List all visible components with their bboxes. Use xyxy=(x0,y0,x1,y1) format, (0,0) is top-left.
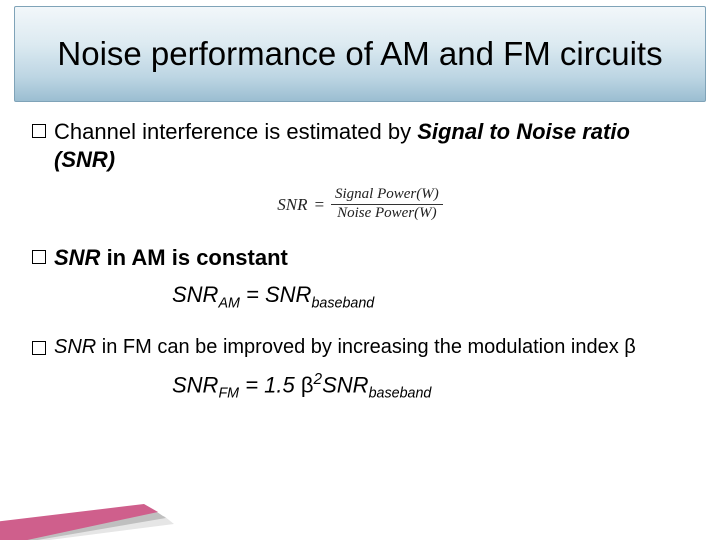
eq1-a: SNR xyxy=(172,282,218,307)
formula-lhs: SNR xyxy=(277,194,307,215)
eq2-mid: = 1.5 xyxy=(239,373,301,398)
b2-rest: in AM is constant xyxy=(100,245,287,270)
eq2-a: SNR xyxy=(172,373,218,398)
bullet-2-text: SNR in AM is constant xyxy=(54,244,688,272)
bullet-1: Channel interference is estimated by Sig… xyxy=(32,118,688,173)
bullet-box-icon xyxy=(32,250,46,264)
b3-sym: β xyxy=(624,336,636,358)
eq2-b: SNR xyxy=(322,373,368,398)
eq2-sym: β xyxy=(301,373,314,398)
bullet-1-text: Channel interference is estimated by Sig… xyxy=(54,118,688,173)
eq1-asub: AM xyxy=(218,295,239,311)
formula-den: Noise Power(W) xyxy=(333,206,441,222)
title-band: Noise performance of AM and FM circuits xyxy=(14,6,706,102)
eq1-mid: = xyxy=(240,282,265,307)
slide-body: Channel interference is estimated by Sig… xyxy=(32,118,688,404)
bullet-box-icon xyxy=(32,341,46,355)
corner-decoration-icon xyxy=(0,502,174,540)
b1-paren: (SNR) xyxy=(54,147,115,172)
b3-snr: SNR xyxy=(54,336,96,358)
bullet-2: SNR in AM is constant xyxy=(32,244,688,272)
eq1-bsub: baseband xyxy=(311,295,374,311)
b1-term: Signal to Noise ratio xyxy=(417,119,630,144)
bullet-box-icon xyxy=(32,124,46,138)
eq2-exp: 2 xyxy=(314,371,323,388)
b2-snr: SNR xyxy=(54,245,100,270)
formula-num: Signal Power(W) xyxy=(331,187,443,203)
b3-rest: in FM can be improved by increasing the … xyxy=(96,336,624,358)
eq2-bsub: baseband xyxy=(369,386,432,402)
slide-title: Noise performance of AM and FM circuits xyxy=(47,35,672,73)
eq1-b: SNR xyxy=(265,282,311,307)
b1-pre: Channel interference is estimated by xyxy=(54,119,417,144)
formula-fraction: Signal Power(W) Noise Power(W) xyxy=(331,187,443,222)
equation-fm: SNRFM = 1.5 β2SNRbaseband xyxy=(172,370,688,404)
eq2-asub: FM xyxy=(218,386,239,402)
equation-am: SNRAM = SNRbaseband xyxy=(172,281,688,313)
snr-formula: SNR = Signal Power(W) Noise Power(W) xyxy=(32,183,688,226)
bullet-3: SNR in FM can be improved by increasing … xyxy=(32,335,688,360)
bullet-3-text: SNR in FM can be improved by increasing … xyxy=(54,335,688,360)
formula-eq: = xyxy=(314,194,325,215)
